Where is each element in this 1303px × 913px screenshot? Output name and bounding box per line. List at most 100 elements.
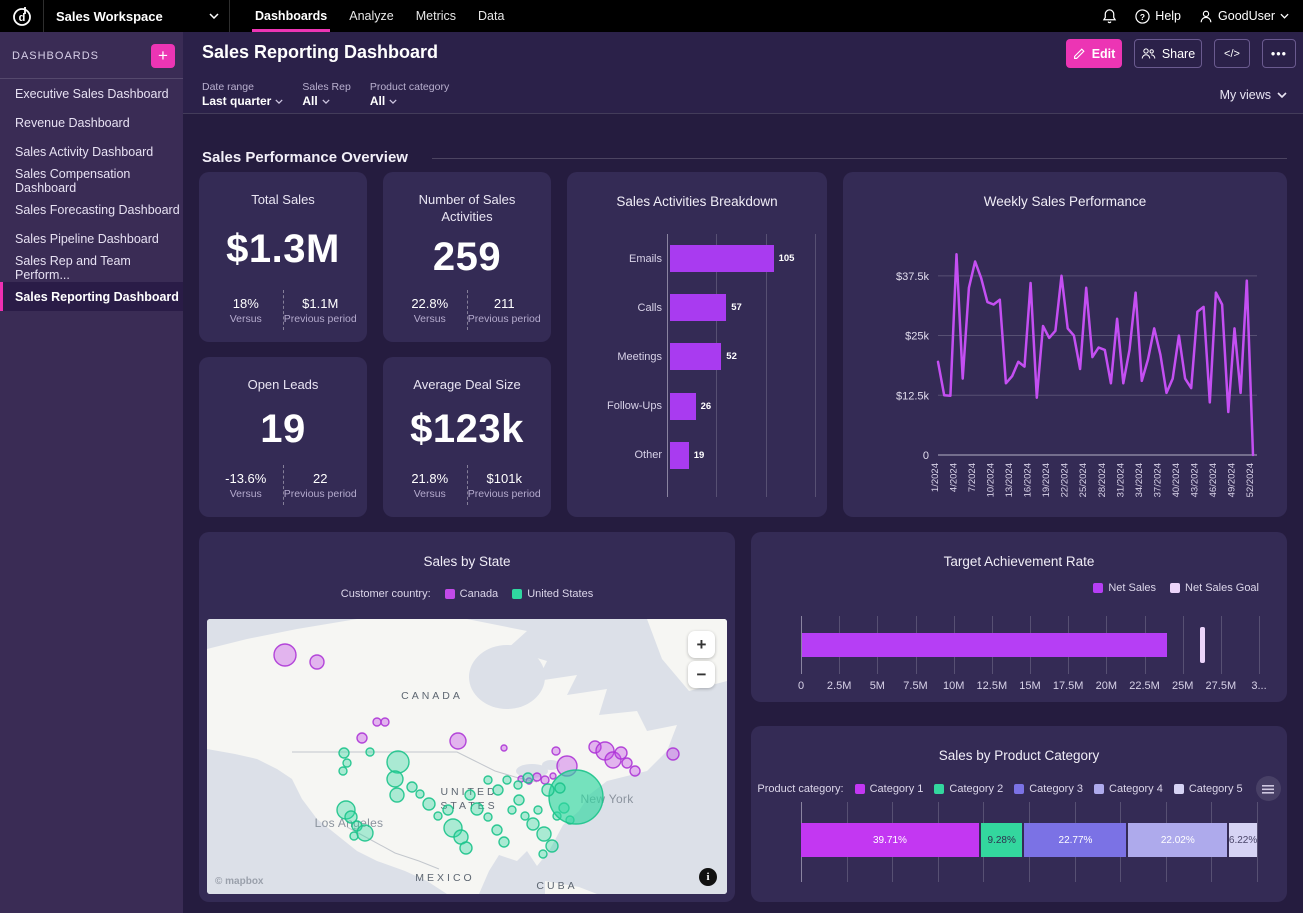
kpi-previous-column: $1.1MPrevious period [283,290,358,330]
net-sales-bar [802,633,1167,657]
kpi-title: Average Deal Size [393,377,541,394]
map-info-button[interactable]: i [699,868,717,886]
sidebar-item-sales-reporting-dashboard[interactable]: Sales Reporting Dashboard [0,282,183,311]
x-axis-label: 5M [870,680,885,692]
embed-code-button[interactable]: </> [1214,39,1250,68]
chart-card-sales-by-product: Sales by Product Category Product catego… [751,726,1287,902]
kpi-card-3: Average Deal Size$123k21.8%Versus$101kPr… [383,357,551,517]
share-label: Share [1162,47,1195,61]
more-options-button[interactable]: ••• [1262,39,1296,68]
legend-menu-button[interactable] [1256,776,1281,801]
edit-label: Edit [1092,47,1116,61]
bar [670,442,689,469]
legend-item-category-5[interactable]: Category 5 [1174,783,1243,795]
kpi-title: Total Sales [209,192,357,209]
map-bubble-united-states [555,783,565,793]
map-canvas[interactable]: CANADAUNITEDSTATESMEXICOCUBANew YorkLos … [207,619,727,894]
page-title: Sales Reporting Dashboard [202,42,438,63]
filter-value: All [370,94,385,108]
filter-value: All [302,94,317,108]
legend-name: Net Sales [1108,582,1156,594]
map-bubble-canada [274,644,296,666]
sidebar-item-sales-compensation-dashboard[interactable]: Sales Compensation Dashboard [0,166,183,195]
map-zoom-out-button[interactable]: − [688,661,715,688]
x-axis-label: 15M [1019,680,1040,692]
map-bubble-united-states [339,767,347,775]
kpi-change-value: 18% [209,296,283,311]
pencil-icon [1073,47,1086,60]
tab-data[interactable]: Data [467,0,515,32]
kpi-change-label: Versus [209,313,283,325]
hamburger-icon [1262,784,1274,794]
map-bubble-united-states [521,812,529,820]
bar-value-label: 19 [694,450,705,461]
chevron-down-icon [389,99,397,104]
legend-item-net-sales-goal[interactable]: Net Sales Goal [1170,582,1259,594]
kpi-card-1: Number of Sales Activities25922.8%Versus… [383,172,551,342]
filter-sales-rep[interactable]: Sales Rep All [302,81,350,108]
gridline [1259,616,1260,674]
x-axis-label: 12.5M [977,680,1008,692]
map-bubble-united-states [350,832,358,840]
map-bubble-united-states [508,806,516,814]
tab-analyze[interactable]: Analyze [338,0,404,32]
stacked-segment-category-1: 39.71% [801,823,979,857]
tab-metrics[interactable]: Metrics [405,0,467,32]
sidebar-item-sales-pipeline-dashboard[interactable]: Sales Pipeline Dashboard [0,224,183,253]
map-bubble-united-states [471,803,483,815]
y-axis-label: $37.5k [896,271,930,283]
legend-item-category-3[interactable]: Category 3 [1014,783,1083,795]
map-bubble-united-states [416,790,424,798]
map-zoom-in-button[interactable]: + [688,631,715,658]
legend-item-category-4[interactable]: Category 4 [1094,783,1163,795]
mapbox-attribution[interactable]: © mapbox [215,876,264,887]
bar-category-label: Emails [567,253,670,265]
kpi-grid: Total Sales$1.3M 18% Versus$1.1MPrevious p… [199,172,551,517]
map-bubble-united-states [527,818,539,830]
filter-label: Product category [370,81,449,94]
chevron-down-icon [322,99,330,104]
filter-product-category[interactable]: Product category All [370,81,449,108]
legend-item-canada[interactable]: Canada [445,588,499,600]
legend-item-net-sales[interactable]: Net Sales [1093,582,1156,594]
legend-label: Customer country: [341,588,431,600]
filter-value: Last quarter [202,94,271,108]
sales-line-series [938,254,1253,455]
map-bubble-canada [541,776,549,784]
kpi-footer: -13.6%Versus22Previous period [209,465,357,505]
bar-row: Follow-Ups26 [567,382,815,431]
legend-name: Category 2 [949,783,1003,795]
help-menu[interactable]: ? Help [1135,9,1181,24]
add-dashboard-button[interactable]: + [151,44,175,68]
y-axis-label: $25k [905,331,929,343]
kpi-previous-column: 22Previous period [283,465,358,505]
legend-item-united-states[interactable]: United States [512,588,593,600]
section-divider [432,158,1287,159]
bar-chart-plot: Emails105Calls57Meetings52Follow-Ups26Ot… [567,234,815,497]
x-axis-label: 49/2024 [1226,463,1237,497]
user-menu[interactable]: GoodUser [1199,9,1289,24]
workspace-selector[interactable]: Sales Workspace [44,0,230,32]
sidebar-item-sales-rep-and-team-perform[interactable]: Sales Rep and Team Perform... [0,253,183,282]
sidebar-item-sales-activity-dashboard[interactable]: Sales Activity Dashboard [0,137,183,166]
gooddata-logo[interactable]: d [0,0,44,32]
notifications-button[interactable] [1102,8,1117,24]
kpi-value: $1.3M [209,209,357,290]
share-button[interactable]: Share [1134,39,1202,68]
legend-item-category-1[interactable]: Category 1 [855,783,924,795]
map-bubble-canada [450,733,466,749]
sidebar-item-executive-sales-dashboard[interactable]: Executive Sales Dashboard [0,79,183,108]
bar [670,393,696,420]
edit-button[interactable]: Edit [1066,39,1122,68]
legend-item-category-2[interactable]: Category 2 [934,783,1003,795]
my-views-selector[interactable]: My views [1220,88,1287,102]
map-bubble-canada [552,747,560,755]
legend-label: Product category: [757,783,843,795]
sidebar-item-revenue-dashboard[interactable]: Revenue Dashboard [0,108,183,137]
product-legend: Product category: Category 1 Category 2 Cat… [751,776,1287,801]
tab-dashboards[interactable]: Dashboards [244,0,338,32]
x-axis-label: 31/2024 [1115,463,1126,497]
kpi-change-value: 21.8% [393,471,467,486]
sidebar-item-sales-forecasting-dashboard[interactable]: Sales Forecasting Dashboard [0,195,183,224]
filter-date-range[interactable]: Date range Last quarter [202,81,283,108]
